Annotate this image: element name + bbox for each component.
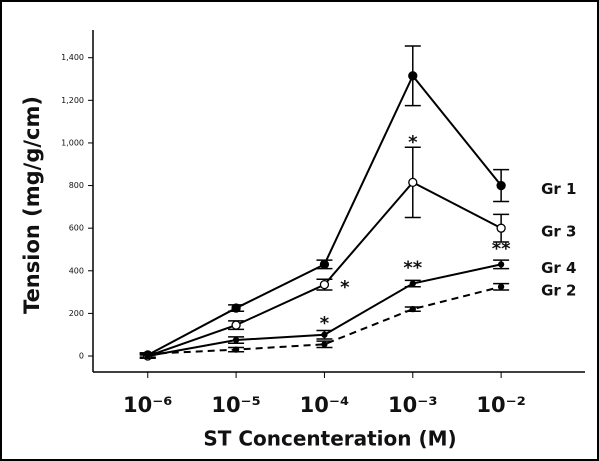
marker	[408, 71, 418, 81]
x-tick-label: 10⁻³	[388, 393, 438, 417]
y-tick-label: 1,000	[61, 138, 84, 147]
x-tick-label: 10⁻⁶	[123, 393, 173, 417]
marker	[231, 320, 241, 330]
annotation: *	[408, 132, 418, 153]
y-tick-label: 1,200	[61, 96, 84, 105]
annotation: *	[340, 277, 350, 298]
y-tick-label: 1,400	[61, 53, 84, 62]
x-tick-label: 10⁻⁵	[211, 393, 261, 417]
y-tick-label: 800	[69, 181, 84, 190]
marker	[409, 305, 416, 313]
y-tick-label: 200	[69, 309, 84, 318]
marker	[408, 177, 418, 188]
marker	[319, 279, 330, 290]
y-tick-label: 600	[69, 224, 84, 233]
annotation: *	[320, 313, 330, 334]
x-axis-title: ST Concenteration (M)	[203, 427, 456, 451]
marker	[497, 261, 505, 268]
y-tick-label: 400	[69, 266, 84, 275]
marker	[497, 283, 505, 290]
series-label: Gr 3	[541, 223, 576, 241]
annotation: **	[403, 258, 422, 279]
series-label: Gr 2	[541, 281, 576, 299]
x-tick-label: 10⁻⁴	[300, 393, 350, 417]
marker	[496, 180, 506, 191]
y-tick-label: 0	[79, 352, 84, 361]
marker	[144, 350, 151, 358]
marker	[232, 336, 240, 344]
series-label: Gr 4	[541, 259, 576, 277]
marker	[321, 341, 328, 348]
y-axis-title: Tension (mg/g/cm)	[20, 96, 44, 314]
marker	[496, 223, 506, 233]
marker	[232, 346, 240, 353]
annotation: **	[492, 238, 511, 259]
marker	[321, 331, 328, 338]
series-label: Gr 1	[541, 180, 576, 198]
marker	[409, 280, 416, 287]
series-line	[147, 285, 502, 355]
x-tick-label: 10⁻²	[476, 393, 526, 417]
marker	[231, 303, 241, 313]
marker	[319, 259, 330, 270]
